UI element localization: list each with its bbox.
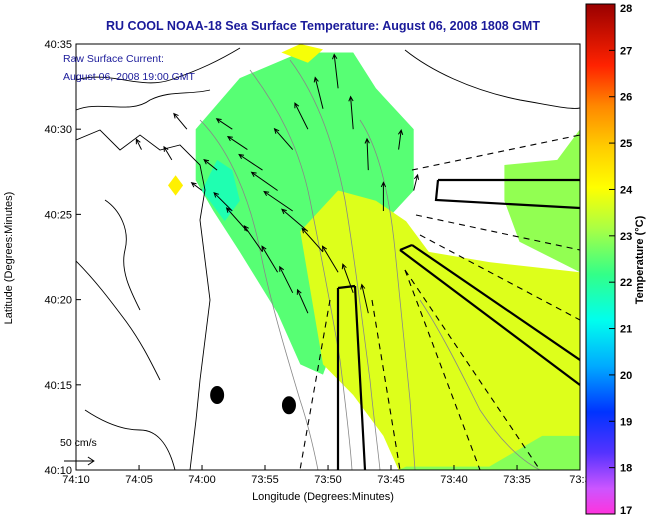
x-tick-label: 74:10 bbox=[62, 474, 90, 486]
colorbar-tick-label: 23 bbox=[620, 231, 632, 243]
land-coastline bbox=[76, 47, 580, 470]
colorbar-tick-label: 21 bbox=[620, 324, 632, 336]
current-vector bbox=[364, 137, 370, 171]
y-tick-label: 40:35 bbox=[44, 39, 72, 51]
current-vector bbox=[213, 191, 233, 212]
current-vector bbox=[397, 128, 404, 150]
current-vector bbox=[279, 265, 294, 294]
current-vector bbox=[238, 153, 263, 171]
x-tick-label: 73:40 bbox=[440, 474, 468, 486]
current-vector bbox=[250, 171, 278, 191]
colorbar-tick-label: 28 bbox=[620, 3, 632, 15]
colorbar-tick-label: 19 bbox=[620, 416, 632, 428]
chart-title: RU COOL NOAA-18 Sea Surface Temperature:… bbox=[106, 19, 540, 33]
current-vector bbox=[321, 245, 339, 273]
x-tick-label: 74:00 bbox=[188, 474, 216, 486]
overlay-label: Raw Surface Current: bbox=[63, 53, 164, 65]
sst-region bbox=[504, 129, 580, 273]
current-vector bbox=[341, 263, 354, 293]
y-tick-label: 40:10 bbox=[44, 465, 72, 477]
x-axis-label: Longitude (Degrees:Minutes) bbox=[252, 491, 394, 503]
buoy-markers bbox=[210, 386, 296, 415]
current-vector bbox=[190, 182, 203, 191]
x-tick-label: 73:55 bbox=[251, 474, 279, 486]
sst-region bbox=[202, 159, 240, 222]
y-tick-label: 40:25 bbox=[44, 209, 72, 221]
current-vector bbox=[203, 158, 218, 171]
x-tick-label: 73:45 bbox=[377, 474, 405, 486]
x-tick-label: 73:50 bbox=[314, 474, 342, 486]
current-vector bbox=[215, 118, 233, 130]
y-tick-label: 40:15 bbox=[44, 380, 72, 392]
current-vector bbox=[225, 207, 248, 232]
sst-region bbox=[168, 175, 184, 196]
current-vector bbox=[413, 173, 420, 191]
current-vector bbox=[173, 112, 188, 130]
current-vector bbox=[360, 283, 369, 314]
colorbar-tick-label: 17 bbox=[620, 505, 632, 517]
current-vector bbox=[281, 208, 309, 232]
colorbar-tick-label: 26 bbox=[620, 92, 632, 104]
x-tick-label: 74:05 bbox=[125, 474, 153, 486]
y-axis: 40:10 40:15 40:20 40:25 40:30 40:35 bbox=[44, 39, 81, 477]
current-vector bbox=[263, 190, 293, 212]
overlay-time: August 06, 2008 19:00 GMT bbox=[63, 71, 196, 83]
current-vector bbox=[163, 145, 173, 161]
sst-region bbox=[300, 190, 580, 470]
velocity-scale-label: 50 cm/s bbox=[60, 437, 97, 449]
y-axis-label: Latitude (Degrees:Minutes) bbox=[3, 192, 15, 325]
colorbar-ticks: 17 18 19 20 21 22 23 24 25 26 27 28 bbox=[609, 3, 633, 517]
current-vector bbox=[380, 181, 387, 211]
current-vector bbox=[301, 227, 324, 253]
buoy-marker bbox=[210, 386, 225, 405]
plot-content bbox=[76, 44, 580, 470]
current-vector bbox=[261, 245, 279, 273]
surface-current-vectors bbox=[135, 53, 420, 314]
x-tick-label: 73:35 bbox=[503, 474, 531, 486]
colorbar-label: Temperature (°C) bbox=[634, 215, 646, 304]
current-vector bbox=[226, 135, 248, 151]
y-tick-label: 40:20 bbox=[44, 295, 72, 307]
sst-region bbox=[195, 52, 414, 375]
current-vector bbox=[273, 127, 294, 150]
current-vector bbox=[135, 138, 142, 150]
shipping-lanes bbox=[336, 178, 580, 470]
x-tick-label: 73:3 bbox=[569, 474, 590, 486]
colorbar-tick-label: 25 bbox=[620, 138, 632, 150]
traffic-separation-dashes bbox=[299, 134, 580, 470]
colorbar bbox=[585, 3, 616, 515]
current-vector bbox=[294, 102, 309, 130]
colorbar-tick-label: 20 bbox=[620, 370, 632, 382]
velocity-scale-shaft bbox=[64, 456, 95, 466]
colorbar-tick-label: 24 bbox=[620, 184, 633, 196]
current-vector bbox=[348, 95, 354, 130]
buoy-marker bbox=[281, 396, 296, 415]
sst-region bbox=[281, 44, 323, 63]
sst-layer bbox=[168, 44, 580, 470]
velocity-scale-arrow bbox=[64, 456, 95, 466]
bathymetry-contours bbox=[199, 59, 541, 470]
colorbar-tick-label: 22 bbox=[620, 277, 632, 289]
colorbar-tick-label: 27 bbox=[620, 45, 632, 57]
current-vector bbox=[243, 224, 263, 253]
colorbar-tick-label: 18 bbox=[620, 463, 632, 475]
current-vector bbox=[296, 288, 309, 314]
x-axis: 74:10 74:05 74:00 73:55 73:50 73:45 73:40 73:35… bbox=[62, 465, 591, 486]
current-vector bbox=[332, 53, 339, 89]
y-tick-label: 40:30 bbox=[44, 124, 72, 136]
current-vector bbox=[313, 76, 324, 109]
